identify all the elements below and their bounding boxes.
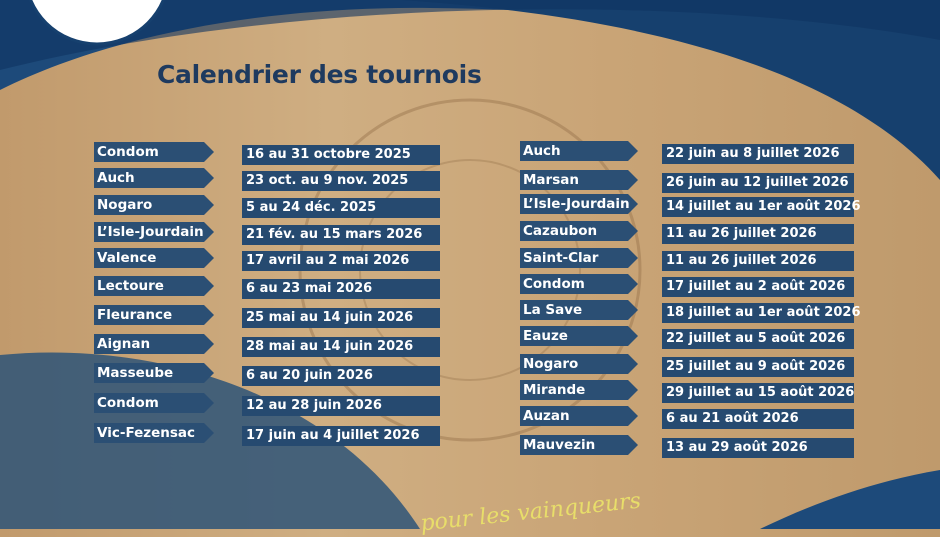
venue-label: Auzan [520,406,638,426]
tournament-dates: 11 au 26 juillet 2026 [662,251,854,271]
tournament-dates: 13 au 29 août 2026 [662,438,854,458]
tournament-dates: 26 juin au 12 juillet 2026 [662,173,854,193]
tournament-dates: 22 juin au 8 juillet 2026 [662,144,854,164]
venue-label: L’Isle-Jourdain [94,222,214,242]
venue-label: Eauze [520,326,638,346]
tournament-dates: 11 au 26 juillet 2026 [662,224,854,244]
venue-label: Masseube [94,363,214,383]
venue-label: Nogaro [520,354,638,374]
venue-label: Nogaro [94,195,214,215]
venue-label: Vic-Fezensac [94,423,214,443]
venue-label: Lectoure [94,276,214,296]
venue-label: L’Isle-Jourdain [520,194,638,214]
tournament-dates: 25 mai au 14 juin 2026 [242,308,440,328]
venue-label: La Save [520,300,638,320]
tournament-dates: 17 juin au 4 juillet 2026 [242,426,440,446]
venue-label: Mirande [520,380,638,400]
venue-label: Auch [94,168,214,188]
venue-label: Condom [94,393,214,413]
tournament-dates: 12 au 28 juin 2026 [242,396,440,416]
tournament-dates: 6 au 21 août 2026 [662,409,854,429]
tournament-dates: 14 juillet au 1er août 2026 [662,197,861,217]
tournament-dates: 18 juillet au 1er août 2026 [662,303,861,323]
tournament-dates: 25 juillet au 9 août 2026 [662,357,854,377]
venue-label: Saint-Clar [520,248,638,268]
tournament-dates: 21 fév. au 15 mars 2026 [242,225,440,245]
tournament-dates: 29 juillet au 15 août 2026 [662,383,854,403]
tournament-dates: 6 au 20 juin 2026 [242,366,440,386]
tournament-dates: 23 oct. au 9 nov. 2025 [242,171,440,191]
tournament-dates: 17 juillet au 2 août 2026 [662,277,854,297]
tournament-dates: 5 au 24 déc. 2025 [242,198,440,218]
venue-label: Aignan [94,334,214,354]
venue-label: Cazaubon [520,221,638,241]
tournament-dates: 22 juillet au 5 août 2026 [662,329,854,349]
tournament-dates: 28 mai au 14 juin 2026 [242,337,440,357]
venue-label: Auch [520,141,638,161]
venue-label: Fleurance [94,305,214,325]
tournament-dates: 6 au 23 mai 2026 [242,279,440,299]
venue-label: Condom [94,142,214,162]
tournament-dates: 17 avril au 2 mai 2026 [242,251,440,271]
page-title: Calendrier des tournois [157,60,482,89]
venue-label: Marsan [520,170,638,190]
tournament-dates: 16 au 31 octobre 2025 [242,145,440,165]
venue-label: Mauvezin [520,435,638,455]
venue-label: Condom [520,274,638,294]
logo-circle [29,0,165,46]
venue-label: Valence [94,248,214,268]
